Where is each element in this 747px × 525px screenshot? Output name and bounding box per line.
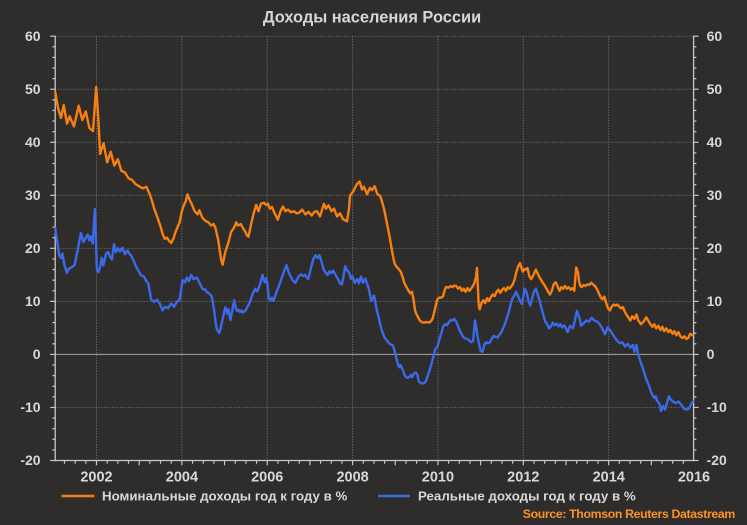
svg-text:-20: -20	[20, 452, 40, 468]
svg-text:60: 60	[25, 28, 41, 44]
svg-text:-10: -10	[20, 399, 40, 415]
svg-text:10: 10	[707, 293, 723, 309]
svg-text:20: 20	[707, 240, 723, 256]
svg-text:40: 40	[707, 134, 723, 150]
svg-text:50: 50	[25, 81, 41, 97]
svg-text:2014: 2014	[593, 470, 625, 486]
svg-text:30: 30	[707, 187, 723, 203]
svg-text:-10: -10	[707, 399, 727, 415]
svg-text:Source: Thomson Reuters Datast: Source: Thomson Reuters Datastream	[523, 507, 736, 521]
svg-text:Доходы населения России: Доходы населения России	[263, 8, 481, 26]
svg-text:10: 10	[25, 293, 41, 309]
svg-text:60: 60	[707, 28, 723, 44]
svg-text:2004: 2004	[166, 470, 198, 486]
svg-text:Реальные доходы год к году в %: Реальные доходы год к году в %	[418, 489, 636, 504]
svg-text:50: 50	[707, 81, 723, 97]
svg-text:2002: 2002	[80, 470, 112, 486]
svg-text:20: 20	[25, 240, 41, 256]
svg-text:-20: -20	[707, 452, 727, 468]
svg-text:2010: 2010	[422, 470, 454, 486]
svg-text:2016: 2016	[678, 470, 710, 486]
svg-text:30: 30	[25, 187, 41, 203]
svg-text:40: 40	[25, 134, 41, 150]
svg-text:2008: 2008	[336, 470, 368, 486]
svg-text:0: 0	[707, 346, 715, 362]
svg-text:0: 0	[33, 346, 41, 362]
svg-text:2006: 2006	[251, 470, 283, 486]
svg-text:2012: 2012	[507, 470, 539, 486]
svg-text:Номинальные доходы год к году: Номинальные доходы год к году в %	[102, 489, 347, 504]
